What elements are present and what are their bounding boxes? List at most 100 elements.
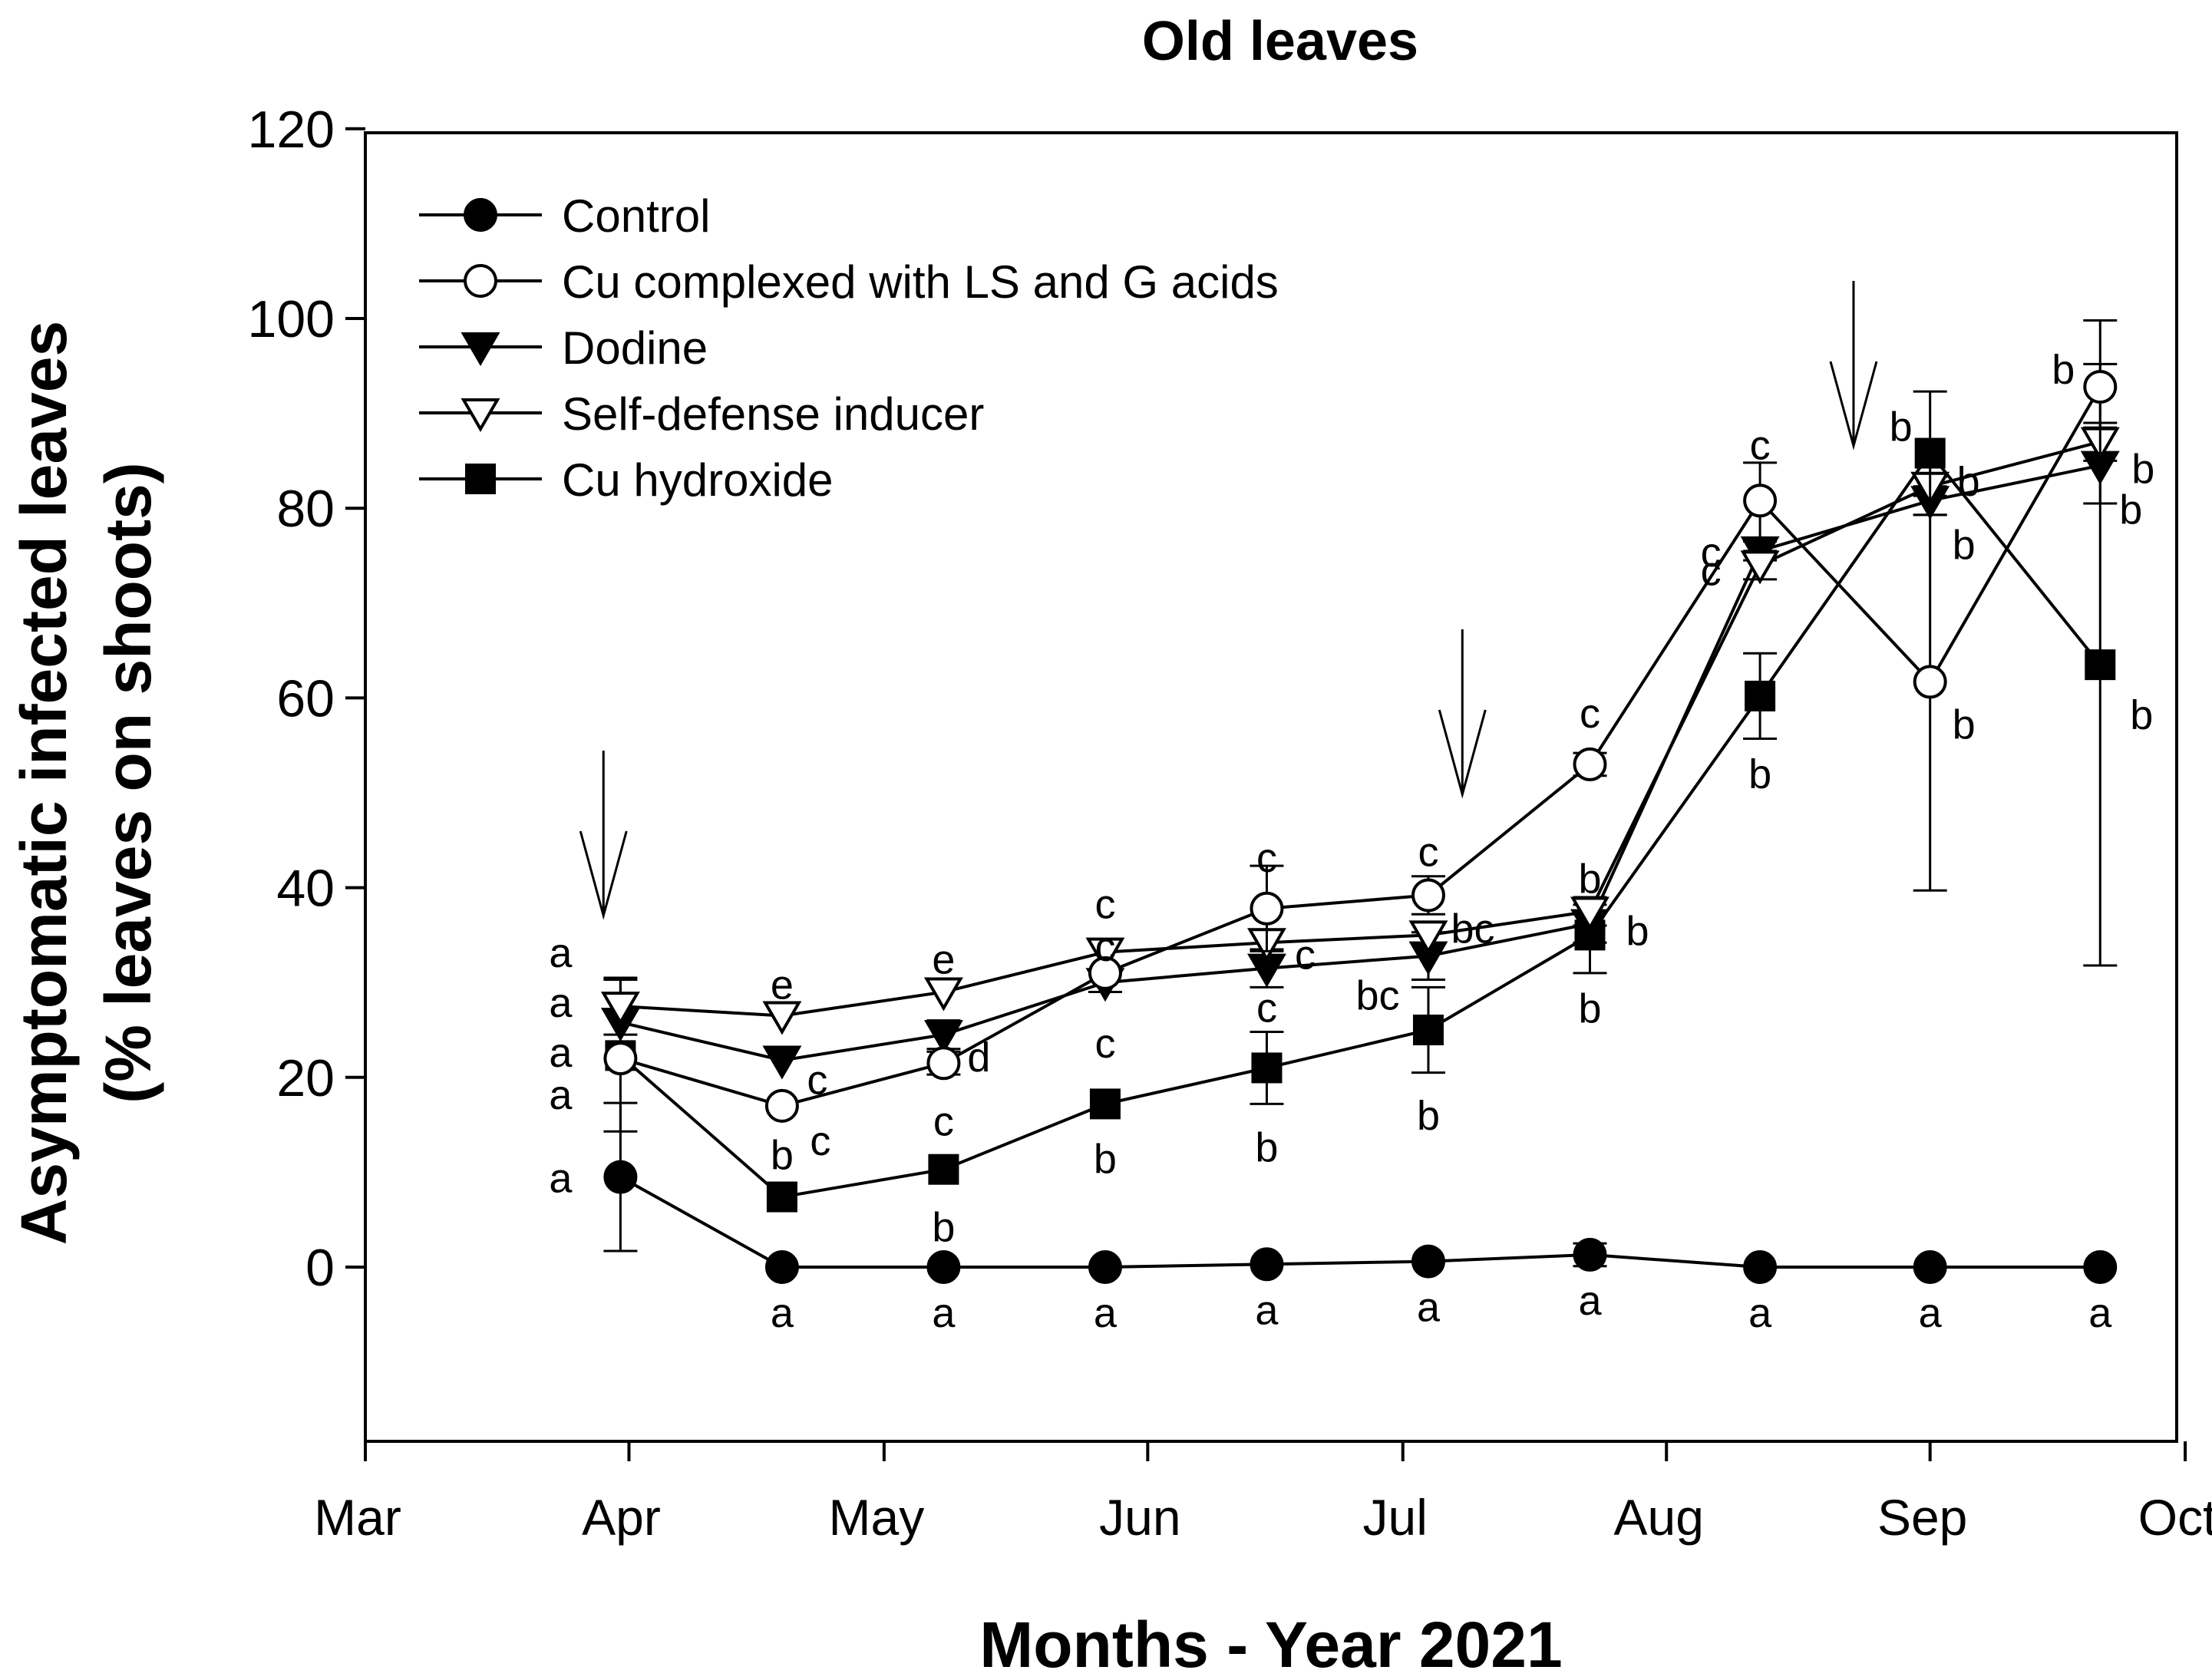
- data-point: [1570, 896, 1609, 931]
- legend-item: Control: [419, 190, 710, 242]
- series-line: [620, 440, 2101, 1018]
- plot-frame: [364, 131, 2178, 1443]
- series-line: [619, 451, 2101, 1199]
- y-tick-label: 120: [248, 101, 335, 159]
- data-point: [923, 1020, 963, 1055]
- letter-1: c: [1750, 422, 1771, 468]
- letter-first: a: [549, 930, 573, 976]
- letter-1: b: [1953, 701, 1976, 748]
- legend-marker: [461, 398, 500, 432]
- legend-marker: [461, 332, 500, 366]
- series-line: [619, 1175, 2101, 1269]
- letter-control: a: [1748, 1290, 1772, 1336]
- data-point: [1250, 891, 1284, 926]
- letter-3: b: [1957, 459, 1980, 505]
- data-point: [2083, 369, 2118, 404]
- data-point: [1743, 1250, 1778, 1284]
- data-point: [762, 1001, 802, 1035]
- letter-4: b: [1417, 1093, 1440, 1139]
- letter-3: bc: [1451, 906, 1494, 952]
- letter-first: a: [549, 1030, 573, 1076]
- letter-4: b: [1748, 751, 1771, 797]
- series-control: [603, 1101, 2118, 1284]
- data-point: [1089, 1088, 1121, 1120]
- letter-2: b: [1578, 857, 1601, 903]
- x-tick-label: Apr: [582, 1489, 661, 1546]
- treatment-arrows: [579, 281, 1878, 920]
- data-point: [928, 1154, 959, 1185]
- data-point: [1573, 1237, 1607, 1272]
- data-point: [2083, 1250, 2118, 1284]
- legend: Control Cu complexed with LS and G acids D…: [419, 190, 1279, 506]
- legend-label: Cu hydroxide: [562, 454, 834, 506]
- series-cu-complexed-with-ls-and-g-acids: [603, 319, 2118, 1123]
- letter-control: a: [1255, 1287, 1279, 1333]
- letter-3: b: [1626, 909, 1649, 955]
- letter-4: b: [771, 1133, 794, 1179]
- series-line: [619, 464, 2101, 1062]
- data-point: [764, 1088, 799, 1123]
- letter-first: a: [549, 1072, 573, 1118]
- legend-marker: [465, 464, 496, 494]
- y-tick-label: 40: [276, 860, 335, 918]
- y-tick-label: 100: [248, 290, 335, 348]
- data-point: [600, 992, 640, 1026]
- letter-control: a: [1578, 1278, 1602, 1324]
- letter-control: a: [549, 1156, 573, 1202]
- data-point: [1088, 956, 1122, 990]
- data-point: [762, 1045, 802, 1080]
- data-point: [1740, 550, 1780, 585]
- letter-control: a: [2088, 1290, 2112, 1336]
- legend-item: Self-defense inducer: [419, 388, 984, 440]
- data-point: [1088, 1250, 1122, 1284]
- letter-3: c: [1701, 548, 1722, 594]
- letter-3: e: [932, 937, 955, 983]
- letter-first: a: [549, 980, 573, 1026]
- letter-control: a: [1094, 1290, 1118, 1336]
- letter-4: b: [2130, 692, 2153, 738]
- series-line: [619, 385, 2102, 1107]
- letter-4: b: [1890, 404, 1913, 451]
- x-tick-label: Sep: [1877, 1489, 1967, 1546]
- x-axis-label: Months - Year 2021: [979, 1609, 1562, 1680]
- treatment-arrow: [1829, 281, 1878, 451]
- data-point: [1913, 665, 1947, 699]
- letter-2: bc: [1355, 973, 1399, 1019]
- letter-3: e: [771, 962, 794, 1008]
- letter-1: c: [933, 1098, 954, 1144]
- letter-4: b: [1578, 985, 1601, 1031]
- letter-4: b: [1255, 1124, 1278, 1170]
- letter-1: c: [1418, 829, 1438, 875]
- data-point: [1411, 878, 1445, 913]
- x-tick-label: Mar: [314, 1489, 401, 1546]
- legend-label: Dodine: [562, 322, 708, 374]
- letter-1: c: [1256, 835, 1277, 881]
- data-point: [1085, 937, 1125, 972]
- letter-control: a: [1919, 1290, 1943, 1336]
- letter-2: c: [1701, 530, 1722, 576]
- data-point: [1913, 1250, 1947, 1284]
- letter-2: b: [1953, 522, 1976, 568]
- legend-label: Control: [562, 190, 710, 242]
- x-tick-label: May: [829, 1489, 925, 1546]
- series-group: [600, 319, 2120, 1284]
- data-point: [2085, 649, 2116, 681]
- letter-1: c: [810, 1118, 830, 1164]
- letter-2: c: [1256, 985, 1277, 1031]
- legend-marker: [464, 264, 497, 298]
- data-point: [1745, 680, 1776, 711]
- data-point: [926, 1250, 961, 1284]
- data-point: [1251, 1052, 1283, 1084]
- letter-2: c: [807, 1058, 827, 1104]
- y-axis-label-line1: Asymptomatic infected leaves: [8, 321, 80, 1245]
- y-tick-label: 0: [305, 1239, 335, 1297]
- legend-marker: [464, 198, 497, 232]
- legend-label: Self-defense inducer: [562, 388, 984, 440]
- data-point: [923, 977, 963, 1012]
- x-tick-label: Aug: [1613, 1489, 1703, 1546]
- x-tick-label: Jun: [1099, 1489, 1180, 1546]
- treatment-arrow: [1438, 629, 1487, 799]
- letter-3: c: [1094, 882, 1115, 928]
- letter-4: b: [1094, 1136, 1117, 1182]
